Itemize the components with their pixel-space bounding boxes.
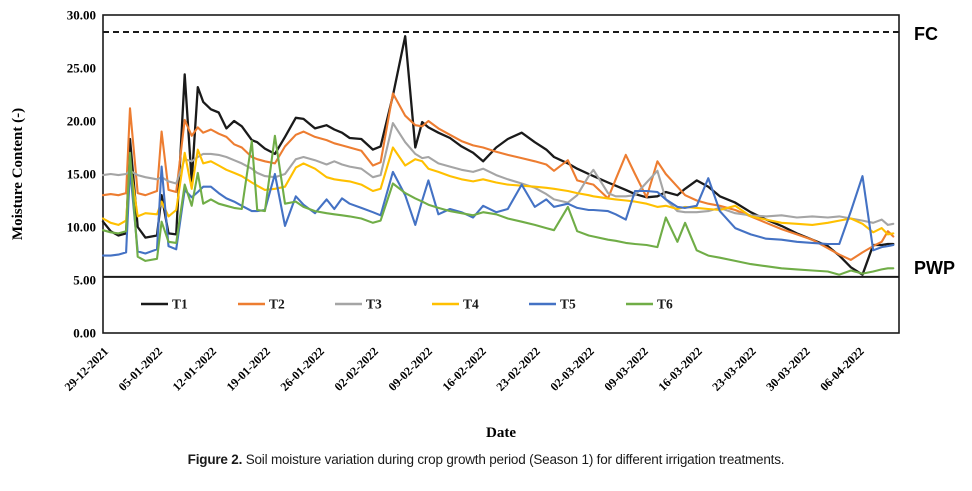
x-tick-label: 26-01-2022 (278, 344, 327, 393)
x-axis-title: Date (486, 425, 516, 441)
x-tick-label: 23-02-2022 (493, 344, 542, 393)
chart-canvas: FC PWP 0.00 5.00 10.00 15.00 20.00 25.00 30.00 29… (10, 8, 955, 442)
y-tick-label: 15.00 (67, 167, 96, 182)
legend-label-t3: T3 (366, 297, 382, 312)
series-line-t3 (101, 122, 895, 226)
legend-label-t1: T1 (172, 297, 188, 312)
figure-caption: Figure 2. Soil moisture variation during… (0, 452, 972, 467)
x-tick-label: 30-03-2022 (763, 344, 812, 393)
legend-label-t2: T2 (269, 297, 285, 312)
legend-item-t5: T5 (529, 297, 576, 312)
x-tick-label: 09-03-2022 (601, 344, 650, 393)
y-tick-label: 0.00 (73, 326, 96, 341)
x-tick-label: 23-03-2022 (709, 344, 758, 393)
x-tick-label: 06-04-2022 (817, 344, 866, 393)
annotation-pwp: PWP (914, 258, 955, 278)
y-tick-label: 25.00 (67, 61, 96, 76)
x-tick-label: 16-03-2022 (655, 344, 704, 393)
series-line-t5 (101, 165, 895, 257)
x-tick-label: 02-03-2022 (547, 344, 596, 393)
y-tick-label: 5.00 (73, 273, 96, 288)
y-tick-label: 30.00 (67, 8, 96, 23)
legend-item-t6: T6 (626, 297, 673, 312)
x-tick-label: 05-01-2022 (116, 344, 165, 393)
legend-label-t4: T4 (463, 297, 479, 312)
legend-label-t5: T5 (560, 297, 576, 312)
x-tick-label: 02-02-2022 (331, 344, 380, 393)
x-tick-label: 19-01-2022 (224, 344, 273, 393)
caption-text: Soil moisture variation during crop grow… (242, 452, 785, 467)
legend-item-t2: T2 (238, 297, 285, 312)
x-tick-label: 29-12-2021 (62, 344, 111, 393)
plot-frame (102, 14, 900, 334)
y-tick-label: 20.00 (67, 114, 96, 129)
series-line-t4 (101, 146, 895, 236)
series-line-t1 (101, 35, 895, 276)
x-tick-label: 12-01-2022 (170, 344, 219, 393)
legend-item-t1: T1 (141, 297, 188, 312)
legend-item-t4: T4 (432, 297, 479, 312)
legend-item-t3: T3 (335, 297, 382, 312)
series-line-t6 (101, 134, 895, 276)
y-axis-title: Moisture Content (-) (10, 108, 26, 240)
y-tick-label: 10.00 (67, 220, 96, 235)
x-tick-label: 16-02-2022 (439, 344, 488, 393)
caption-prefix: Figure 2. (187, 452, 243, 467)
legend-label-t6: T6 (657, 297, 673, 312)
x-tick-label: 09-02-2022 (385, 344, 434, 393)
series-line-t2 (101, 92, 895, 261)
annotation-fc: FC (914, 24, 938, 44)
